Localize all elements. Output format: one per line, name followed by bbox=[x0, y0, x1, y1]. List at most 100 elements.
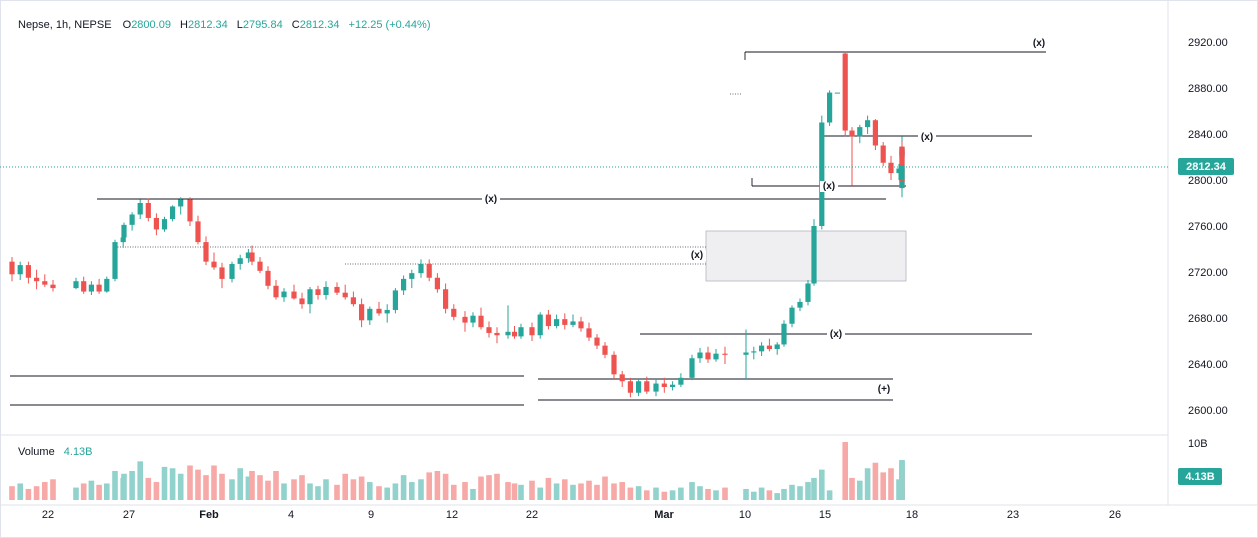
volume-bar bbox=[766, 490, 773, 500]
volume-bar bbox=[153, 482, 160, 500]
candle bbox=[359, 298, 365, 328]
volume-bar bbox=[211, 465, 217, 500]
volume-bar bbox=[805, 482, 811, 500]
time-tick-label: Mar bbox=[654, 509, 674, 521]
volume-bar bbox=[384, 487, 390, 500]
volume-bar bbox=[896, 479, 902, 500]
time-tick-label: 22 bbox=[526, 509, 538, 521]
price-tick-label: 2920.00 bbox=[1188, 37, 1228, 49]
volume-bar bbox=[161, 466, 168, 500]
volume-bar bbox=[42, 482, 48, 500]
candle bbox=[418, 259, 424, 278]
annotation-label: (x) bbox=[485, 194, 497, 205]
candle bbox=[644, 376, 650, 394]
candle bbox=[689, 354, 695, 381]
volume-bar bbox=[880, 472, 886, 500]
candle bbox=[594, 334, 600, 350]
price-tick-label: 2680.00 bbox=[1188, 313, 1228, 325]
close-value: 2812.34 bbox=[300, 19, 340, 31]
volume-bar bbox=[537, 487, 543, 500]
candle bbox=[811, 219, 817, 286]
ohlc-legend: Nepse, 1h, NEPSE O2800.09 H2812.34 L2795… bbox=[18, 19, 430, 31]
volume-bar bbox=[273, 471, 279, 500]
volume-bar bbox=[586, 480, 592, 500]
annotation-label: (x) bbox=[921, 132, 933, 143]
volume-bar bbox=[511, 483, 518, 500]
volume-bar bbox=[697, 486, 703, 500]
volume-bar bbox=[315, 486, 321, 500]
volume-bar bbox=[518, 484, 524, 500]
candle bbox=[245, 249, 251, 263]
volume-bar bbox=[857, 480, 863, 500]
candle bbox=[50, 280, 56, 292]
candle bbox=[342, 284, 348, 300]
time-tick-label: 12 bbox=[446, 509, 458, 521]
volume-legend: Volume 4.13B bbox=[18, 446, 93, 458]
volume-bar bbox=[661, 491, 668, 500]
candle bbox=[34, 269, 40, 290]
candle bbox=[529, 322, 535, 341]
volume-bar bbox=[17, 483, 23, 500]
price-tick-label: 2720.00 bbox=[1188, 267, 1228, 279]
volume-bar bbox=[751, 491, 757, 500]
candle bbox=[334, 282, 340, 295]
volume-bar bbox=[678, 487, 684, 500]
volume-bar bbox=[899, 459, 905, 500]
supply-zone[interactable] bbox=[705, 230, 907, 282]
volume-bar bbox=[602, 476, 608, 500]
volume-bar bbox=[245, 476, 252, 500]
candle bbox=[697, 347, 703, 363]
time-tick-label: 9 bbox=[368, 509, 374, 521]
volume-bar bbox=[442, 473, 449, 500]
volume-bar bbox=[529, 480, 535, 500]
candle bbox=[511, 326, 518, 339]
volume-bar bbox=[872, 462, 879, 500]
candle bbox=[586, 322, 592, 341]
candle bbox=[161, 216, 168, 232]
volume-bar bbox=[888, 468, 894, 500]
volume-bar bbox=[73, 487, 79, 500]
volume-bar bbox=[409, 482, 415, 500]
volume-bar bbox=[774, 493, 780, 500]
candle bbox=[880, 142, 886, 167]
candle bbox=[112, 239, 118, 282]
annotation-label: (x) bbox=[823, 181, 835, 192]
volume-bar bbox=[426, 472, 432, 500]
candle bbox=[81, 276, 87, 294]
volume-bar bbox=[705, 488, 711, 500]
candle bbox=[434, 273, 440, 293]
time-tick-label: 23 bbox=[1007, 509, 1019, 521]
candle bbox=[805, 280, 811, 306]
volume-bar bbox=[722, 487, 728, 500]
time-axis[interactable]: 22 27 Feb 4 9 12 22 Mar 10 15 18 23 26 bbox=[42, 509, 1121, 521]
price-axis[interactable]: 2600.00 2640.00 2680.00 2720.00 2760.00 2800.… bbox=[1188, 37, 1228, 417]
candle bbox=[781, 320, 787, 347]
volume-bar bbox=[462, 482, 468, 500]
candle bbox=[451, 304, 457, 321]
volume-bar bbox=[112, 471, 118, 500]
price-tick-label: 2800.00 bbox=[1188, 175, 1228, 187]
volume-badge-text: 4.13B bbox=[1185, 471, 1214, 483]
candle bbox=[619, 370, 625, 387]
volume-bar bbox=[96, 484, 102, 500]
candle bbox=[743, 329, 749, 379]
annotation-labels: (x) (x) (x) (x) (x) (x) (+) bbox=[482, 38, 1048, 395]
candle bbox=[705, 346, 711, 363]
change-value: +12.25 (+0.44%) bbox=[349, 19, 431, 31]
candle bbox=[713, 349, 719, 362]
volume-bar bbox=[627, 487, 634, 500]
candle bbox=[834, 92, 840, 94]
time-tick-label: 10 bbox=[739, 509, 751, 521]
volume-bar bbox=[434, 471, 441, 500]
volume-bar bbox=[619, 482, 625, 500]
volume-bar bbox=[291, 479, 297, 500]
volume-bar bbox=[334, 484, 340, 500]
candle bbox=[145, 198, 151, 222]
candle bbox=[9, 257, 15, 282]
volume-bar bbox=[121, 473, 127, 500]
volume-bar bbox=[9, 486, 15, 500]
volume-label: Volume bbox=[18, 446, 55, 458]
volume-bar bbox=[470, 488, 476, 500]
candle bbox=[367, 306, 373, 325]
